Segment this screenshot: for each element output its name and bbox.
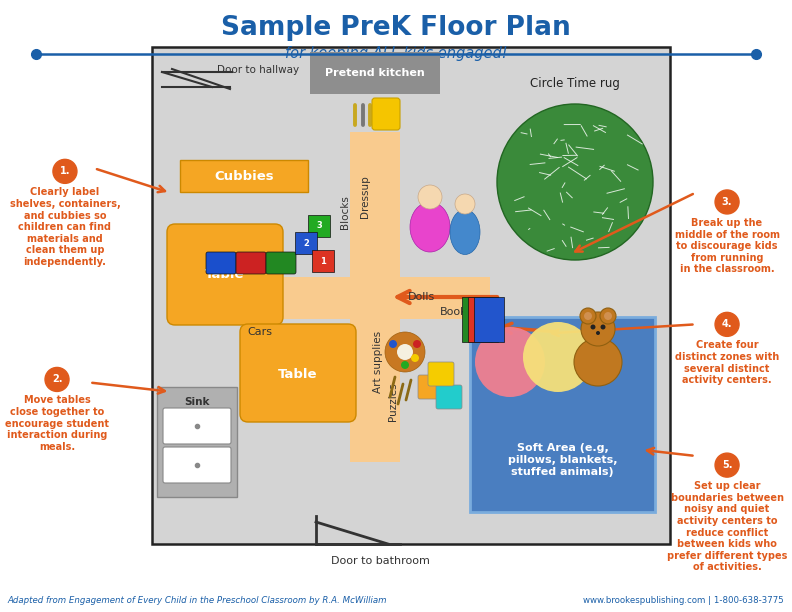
Bar — [170, 277, 490, 319]
Circle shape — [45, 367, 69, 392]
FancyBboxPatch shape — [428, 362, 454, 386]
Circle shape — [53, 159, 77, 184]
Text: Door to bathroom: Door to bathroom — [330, 556, 429, 566]
FancyBboxPatch shape — [266, 252, 296, 274]
Circle shape — [715, 312, 739, 337]
Circle shape — [411, 354, 419, 362]
Circle shape — [600, 308, 616, 324]
Text: Move tables
close together to
encourage student
interaction during
meals.: Move tables close together to encourage … — [5, 395, 109, 452]
Circle shape — [385, 332, 425, 372]
Circle shape — [600, 324, 606, 329]
Circle shape — [715, 453, 739, 477]
Text: Sink: Sink — [185, 397, 210, 407]
Text: 2: 2 — [303, 239, 309, 247]
Text: Pretend kitchen: Pretend kitchen — [326, 68, 425, 78]
FancyBboxPatch shape — [436, 385, 462, 409]
Text: 1.: 1. — [59, 166, 70, 176]
Circle shape — [596, 331, 600, 335]
Circle shape — [455, 194, 475, 214]
Text: Set up clear
boundaries between
noisy and quiet
activity centers to
reduce confl: Set up clear boundaries between noisy an… — [667, 481, 787, 572]
Circle shape — [580, 308, 596, 324]
FancyBboxPatch shape — [240, 324, 356, 422]
Bar — [468, 297, 498, 342]
Text: Dolls: Dolls — [408, 292, 436, 302]
Text: Cars: Cars — [247, 327, 272, 337]
Circle shape — [581, 312, 615, 346]
Text: Cubbies: Cubbies — [214, 170, 274, 182]
Ellipse shape — [410, 202, 450, 252]
Bar — [312, 250, 334, 272]
Circle shape — [497, 104, 653, 260]
Text: 2.: 2. — [51, 375, 63, 384]
Text: www.brookespublishing.com | 1-800-638-3775: www.brookespublishing.com | 1-800-638-37… — [584, 597, 784, 605]
Bar — [308, 215, 330, 237]
Circle shape — [389, 340, 397, 348]
Circle shape — [584, 312, 592, 320]
Bar — [157, 387, 237, 497]
Text: Soft Area (e.g,
pillows, blankets,
stuffed animals): Soft Area (e.g, pillows, blankets, stuff… — [508, 444, 617, 477]
Text: Table: Table — [278, 367, 318, 381]
Text: Clearly label
shelves, containers,
and cubbies so
children can find
materials an: Clearly label shelves, containers, and c… — [10, 187, 120, 267]
Circle shape — [418, 185, 442, 209]
Text: Puzzles: Puzzles — [388, 382, 398, 421]
Text: Break up the
middle of the room
to discourage kids
from running
in the classroom: Break up the middle of the room to disco… — [675, 218, 779, 274]
Bar — [350, 132, 400, 462]
Circle shape — [475, 327, 545, 397]
Circle shape — [591, 324, 596, 329]
Text: Books: Books — [440, 307, 474, 317]
Text: 5.: 5. — [722, 460, 733, 470]
FancyBboxPatch shape — [372, 98, 400, 130]
Text: Art supplies: Art supplies — [373, 331, 383, 393]
Circle shape — [401, 361, 409, 369]
Circle shape — [574, 338, 622, 386]
Circle shape — [715, 190, 739, 214]
FancyBboxPatch shape — [418, 375, 444, 399]
Circle shape — [397, 344, 413, 360]
Text: Door to hallway: Door to hallway — [217, 65, 299, 75]
Text: 3: 3 — [316, 222, 322, 231]
Bar — [152, 47, 670, 544]
Text: 4.: 4. — [722, 319, 733, 329]
Text: Adapted from Engagement of Every Child in the Preschool Classroom by R.A. McWill: Adapted from Engagement of Every Child i… — [8, 597, 387, 605]
Bar — [462, 297, 492, 342]
Text: 1: 1 — [320, 256, 326, 266]
Bar — [180, 160, 308, 192]
Text: Create four
distinct zones with
several distinct
activity centers.: Create four distinct zones with several … — [675, 340, 779, 385]
Text: Table: Table — [205, 269, 245, 282]
FancyBboxPatch shape — [236, 252, 266, 274]
FancyBboxPatch shape — [163, 447, 231, 483]
Text: Circle Time rug: Circle Time rug — [530, 77, 620, 90]
FancyBboxPatch shape — [206, 252, 236, 274]
Text: Sample PreK Floor Plan: Sample PreK Floor Plan — [221, 15, 571, 40]
Text: Blocks: Blocks — [340, 195, 350, 229]
Text: 3.: 3. — [722, 197, 733, 207]
Text: for keeping ALL kids engaged!: for keeping ALL kids engaged! — [284, 47, 508, 61]
Circle shape — [523, 322, 593, 392]
Bar — [474, 297, 504, 342]
Bar — [295, 232, 317, 254]
FancyBboxPatch shape — [163, 408, 231, 444]
Circle shape — [413, 340, 421, 348]
FancyBboxPatch shape — [167, 224, 283, 325]
Ellipse shape — [450, 209, 480, 255]
Bar — [470, 317, 655, 512]
Bar — [310, 52, 440, 94]
Circle shape — [604, 312, 612, 320]
Text: Dressup: Dressup — [360, 176, 370, 218]
